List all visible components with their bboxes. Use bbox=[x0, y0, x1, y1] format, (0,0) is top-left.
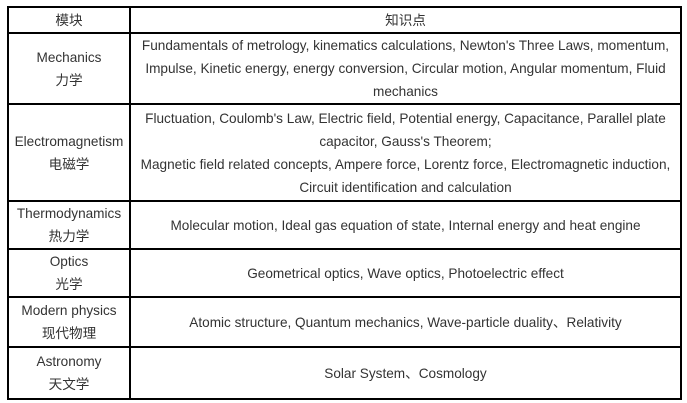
module-en: Thermodynamics bbox=[16, 206, 122, 221]
knowledge-cell: Fundamentals of metrology, kinematics ca… bbox=[129, 32, 682, 105]
module-en: Optics bbox=[49, 254, 89, 269]
header-module: 模块 bbox=[7, 6, 131, 34]
knowledge-text: Solar System、Cosmology bbox=[324, 365, 487, 381]
knowledge-cell: Solar System、Cosmology bbox=[129, 346, 682, 400]
module-zh: 光学 bbox=[55, 277, 83, 292]
module-cell: Optics 光学 bbox=[7, 248, 131, 298]
table-row: Modern physics 现代物理 Atomic structure, Qua… bbox=[7, 296, 682, 348]
module-cell: Astronomy 天文学 bbox=[7, 346, 131, 400]
module-cell: Thermodynamics 热力学 bbox=[7, 200, 131, 250]
module-en: Mechanics bbox=[36, 49, 102, 65]
table-row: Mechanics 力学 Fundamentals of metrology, k… bbox=[7, 32, 682, 105]
module-cell: Electromagnetism 电磁学 bbox=[7, 103, 131, 202]
module-en: Astronomy bbox=[36, 354, 102, 369]
header-knowledge: 知识点 bbox=[129, 6, 682, 34]
table-row: Thermodynamics 热力学 Molecular motion, Idea… bbox=[7, 200, 682, 250]
module-zh: 现代物理 bbox=[41, 326, 97, 341]
knowledge-cell: Fluctuation, Coulomb's Law, Electric fie… bbox=[129, 103, 682, 202]
module-zh: 热力学 bbox=[48, 229, 90, 244]
knowledge-text: Magnetic field related concepts, Ampere … bbox=[140, 156, 671, 195]
table-row: Electromagnetism 电磁学 Fluctuation, Coulomb… bbox=[7, 103, 682, 202]
table-row: Optics 光学 Geometrical optics, Wave optics… bbox=[7, 248, 682, 298]
module-en: Modern physics bbox=[21, 303, 117, 318]
knowledge-text: Molecular motion, Ideal gas equation of … bbox=[170, 217, 641, 233]
table-row: Astronomy 天文学 Solar System、Cosmology bbox=[7, 346, 682, 400]
module-en: Electromagnetism bbox=[14, 133, 124, 149]
knowledge-text: Fundamentals of metrology, kinematics ca… bbox=[141, 38, 670, 99]
module-zh: 天文学 bbox=[48, 377, 90, 392]
module-cell: Mechanics 力学 bbox=[7, 32, 131, 105]
module-zh: 力学 bbox=[55, 72, 83, 88]
module-zh: 电磁学 bbox=[48, 156, 90, 172]
knowledge-text: Geometrical optics, Wave optics, Photoel… bbox=[247, 265, 564, 281]
physics-modules-table: 模块 知识点 Mechanics 力学 Fundamentals of metro… bbox=[7, 6, 682, 400]
knowledge-text: Atomic structure, Quantum mechanics, Wav… bbox=[189, 314, 622, 330]
header-row: 模块 知识点 bbox=[7, 6, 682, 34]
knowledge-cell: Molecular motion, Ideal gas equation of … bbox=[129, 200, 682, 250]
knowledge-cell: Atomic structure, Quantum mechanics, Wav… bbox=[129, 296, 682, 348]
knowledge-cell: Geometrical optics, Wave optics, Photoel… bbox=[129, 248, 682, 298]
knowledge-text: Fluctuation, Coulomb's Law, Electric fie… bbox=[145, 110, 666, 149]
module-cell: Modern physics 现代物理 bbox=[7, 296, 131, 348]
